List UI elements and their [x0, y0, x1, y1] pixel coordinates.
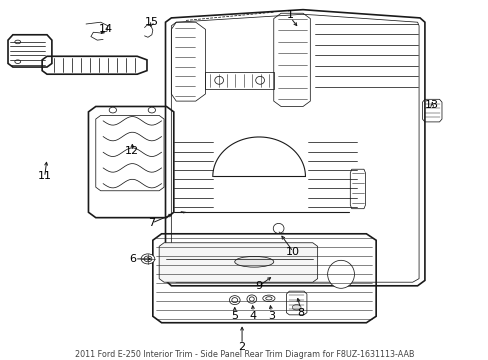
Ellipse shape [141, 254, 155, 264]
Ellipse shape [15, 60, 20, 63]
Ellipse shape [292, 305, 301, 310]
Ellipse shape [249, 297, 254, 301]
Text: 4: 4 [249, 311, 256, 321]
Ellipse shape [262, 295, 274, 302]
Text: 15: 15 [144, 17, 159, 27]
Ellipse shape [144, 256, 152, 262]
Ellipse shape [148, 107, 155, 113]
Text: 12: 12 [125, 146, 139, 156]
Text: 7: 7 [148, 218, 155, 228]
Text: 6: 6 [128, 254, 136, 264]
Text: 2011 Ford E-250 Interior Trim - Side Panel Rear Trim Diagram for F8UZ-1631113-AA: 2011 Ford E-250 Interior Trim - Side Pan… [75, 350, 413, 359]
Polygon shape [159, 243, 317, 282]
Text: 14: 14 [98, 24, 112, 35]
Ellipse shape [15, 40, 20, 44]
Ellipse shape [229, 296, 240, 305]
Ellipse shape [246, 295, 256, 303]
Ellipse shape [231, 298, 237, 303]
Text: 10: 10 [285, 247, 300, 257]
Ellipse shape [109, 107, 116, 113]
Ellipse shape [255, 76, 264, 84]
Text: 3: 3 [267, 311, 274, 321]
Ellipse shape [327, 260, 354, 288]
Ellipse shape [265, 297, 271, 300]
Text: 1: 1 [287, 10, 294, 20]
Ellipse shape [234, 256, 273, 267]
Text: 8: 8 [296, 308, 304, 318]
Text: 5: 5 [231, 311, 238, 321]
Text: 9: 9 [255, 281, 262, 291]
Text: 2: 2 [238, 342, 245, 352]
Ellipse shape [273, 224, 284, 233]
Text: 13: 13 [425, 100, 438, 110]
Text: 11: 11 [38, 171, 51, 181]
Ellipse shape [214, 76, 223, 84]
